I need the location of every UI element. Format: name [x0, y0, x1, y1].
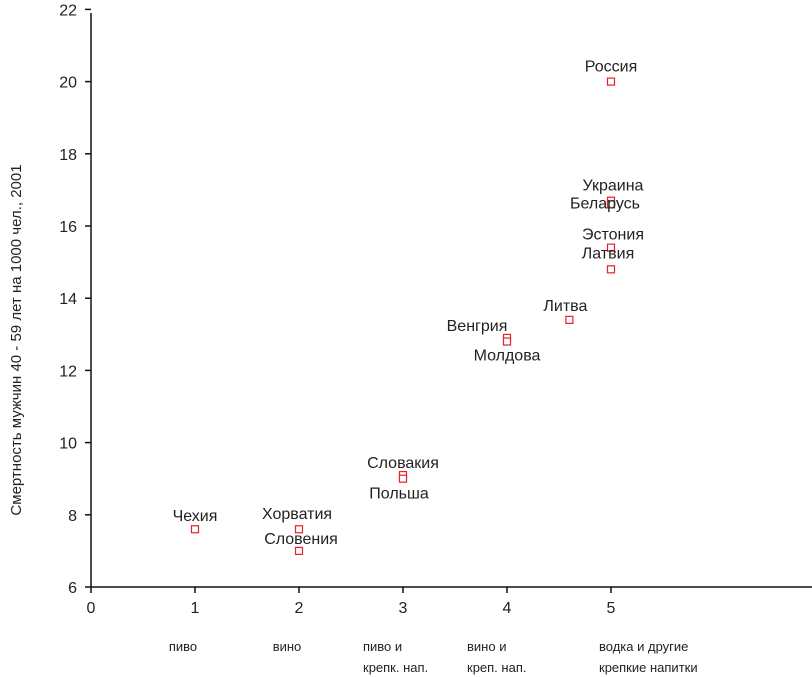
- y-axis-title: Смертность мужчин 40 - 59 лет на 1000 че…: [8, 164, 25, 515]
- data-point-marker: [294, 525, 304, 534]
- x-tick-label: 1: [191, 600, 200, 617]
- data-point-label: Польша: [369, 486, 429, 503]
- data-point-label: Эстония: [582, 227, 644, 244]
- data-point-marker: [606, 265, 616, 274]
- x-tick-label: 0: [87, 600, 96, 617]
- y-tick-label: 8: [68, 508, 77, 525]
- y-tick-label: 20: [59, 75, 77, 92]
- data-point-label: Хорватия: [262, 506, 332, 523]
- y-tick-label: 14: [59, 291, 77, 308]
- data-point-label: Словения: [264, 531, 338, 548]
- y-tick-label: 6: [68, 580, 77, 597]
- data-point-marker: [502, 337, 512, 346]
- x-tick-label: 5: [607, 600, 616, 617]
- data-point-label: Украина: [583, 178, 644, 195]
- x-tick-label: 3: [399, 600, 408, 617]
- x-tick-label: 2: [295, 600, 304, 617]
- data-point-marker: [565, 315, 574, 324]
- data-point-marker: [606, 243, 616, 252]
- y-tick-label: 18: [59, 147, 77, 164]
- data-point-marker: [190, 525, 200, 534]
- x-category-label: вино: [273, 639, 302, 654]
- x-category-label: крепк. нап.: [363, 660, 428, 675]
- x-category-label: пиво и: [363, 639, 402, 654]
- x-tick-label: 4: [503, 600, 512, 617]
- data-point-label: Латвия: [582, 245, 634, 262]
- data-point-label: Словакия: [367, 455, 439, 472]
- x-category-label: крепкие напитки: [599, 660, 698, 675]
- y-tick-label: 10: [59, 436, 77, 453]
- x-category-label: креп. нап.: [467, 660, 526, 675]
- y-tick-label: 16: [59, 219, 77, 236]
- data-point-label: Литва: [543, 298, 587, 315]
- data-point-label: Беларусь: [570, 195, 640, 212]
- x-category-label: пиво: [169, 639, 197, 654]
- data-point-marker: [606, 200, 616, 209]
- data-point-label: Россия: [585, 59, 637, 76]
- y-tick-label: 22: [59, 2, 77, 19]
- category-labels: пиво вино пиво и крепк. нап. вино и креп. нап…: [169, 639, 698, 675]
- axes: [85, 8, 812, 593]
- x-category-label: водка и другие: [599, 639, 688, 654]
- data-points: [190, 77, 616, 556]
- data-point-label: Чехия: [173, 508, 218, 525]
- data-point-label: Венгрия: [447, 318, 508, 335]
- data-point-marker: [398, 474, 408, 483]
- data-point-marker: [294, 546, 304, 556]
- data-point-marker: [606, 77, 616, 86]
- x-category-label: вино и: [467, 639, 506, 654]
- y-tick-label: 12: [59, 363, 77, 380]
- data-point-label: Молдова: [474, 348, 541, 365]
